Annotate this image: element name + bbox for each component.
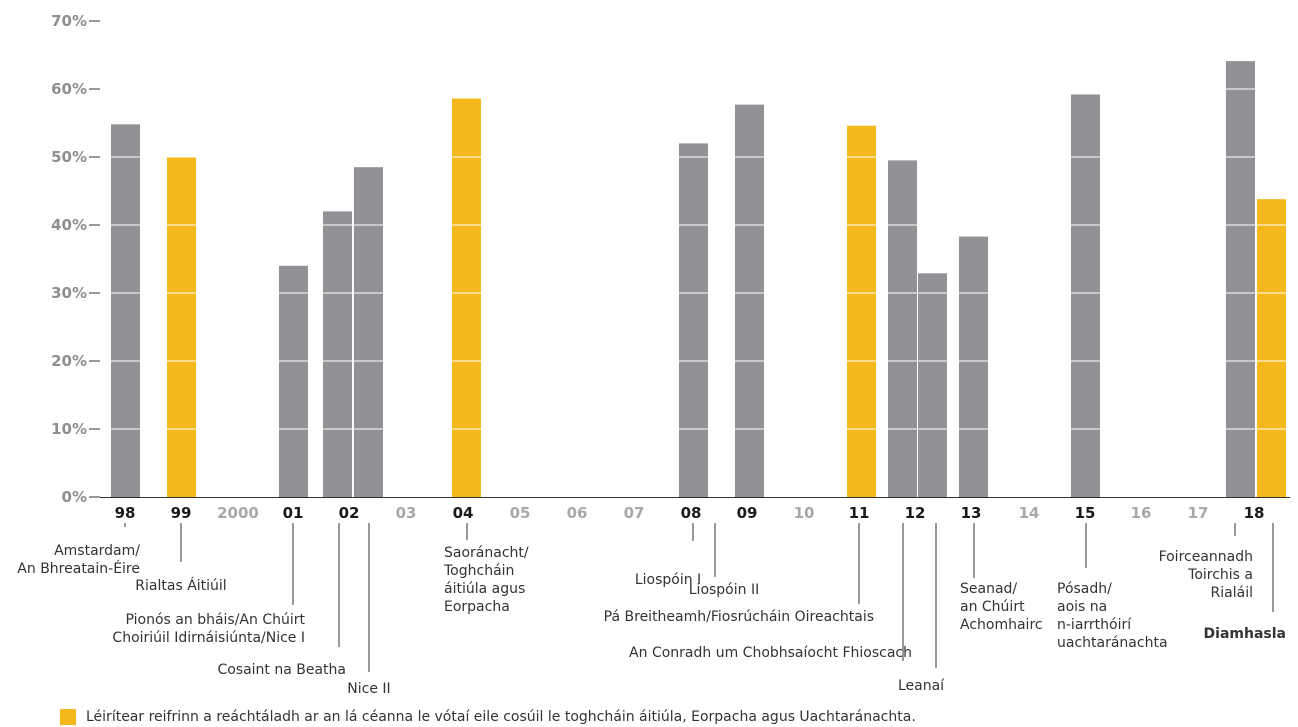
annotation-label: Pósadh/ bbox=[1057, 581, 1112, 597]
x-tick-label: 16 bbox=[1131, 504, 1152, 522]
bar-04-5 bbox=[452, 98, 481, 498]
annotation-label: Diamhasla bbox=[1204, 626, 1286, 642]
x-tick-label: 12 bbox=[905, 504, 926, 522]
x-tick-label: 11 bbox=[849, 504, 870, 522]
annotation-label: Nice II bbox=[347, 681, 390, 697]
x-tick-label: 02 bbox=[339, 504, 360, 522]
bar-11-8 bbox=[847, 125, 876, 497]
legend-label: Léirítear reifrinn a reáchtáladh ar an l… bbox=[86, 709, 916, 725]
x-tick-label: 15 bbox=[1075, 504, 1096, 522]
y-tick-label: 40% bbox=[51, 216, 87, 234]
x-tick-label: 04 bbox=[453, 504, 474, 522]
x-axis: 98 99 2000 01 02 03 04 05 06 07 08 09 10 11 12 13 14 15 16… bbox=[115, 504, 1265, 522]
annotation-label: Foirceannadh bbox=[1159, 549, 1253, 565]
x-tick-label: 08 bbox=[681, 504, 702, 522]
annotation-label: Toirchis a bbox=[1187, 567, 1253, 583]
y-tick-label: 50% bbox=[51, 148, 87, 166]
bar-15-12 bbox=[1071, 94, 1100, 497]
legend-swatch-yellow bbox=[60, 709, 76, 725]
bar-13-11 bbox=[959, 236, 988, 497]
x-tick-label: 99 bbox=[171, 504, 192, 522]
annotation-label: Rialtas Áitiúil bbox=[135, 577, 226, 594]
bar-02-3 bbox=[323, 211, 352, 497]
annotation-label: Toghcháin bbox=[443, 563, 514, 579]
y-tick-label: 0% bbox=[62, 488, 87, 506]
y-tick-label: 30% bbox=[51, 284, 87, 302]
x-tick-label: 10 bbox=[794, 504, 815, 522]
x-tick-label: 2000 bbox=[217, 504, 259, 522]
x-tick-label: 13 bbox=[961, 504, 982, 522]
x-tick-label: 18 bbox=[1244, 504, 1265, 522]
annotation-label: Liospóin I bbox=[635, 572, 701, 588]
annotation-label: Rialáil bbox=[1211, 585, 1253, 601]
x-tick-label: 06 bbox=[567, 504, 588, 522]
annotation-label: Cosaint na Beatha bbox=[217, 662, 346, 678]
bar-18-13 bbox=[1226, 61, 1255, 498]
y-tick-label: 20% bbox=[51, 352, 87, 370]
annotation-label: n-iarrthóirí bbox=[1057, 617, 1132, 633]
gridlines bbox=[100, 20, 1290, 498]
x-tick-label: 01 bbox=[283, 504, 304, 522]
bar-02-4 bbox=[354, 167, 383, 497]
annotation-label: aois na bbox=[1057, 599, 1107, 615]
x-tick-label: 17 bbox=[1188, 504, 1209, 522]
annotation-label: Liospóin II bbox=[689, 582, 759, 598]
y-tick-label: 60% bbox=[51, 80, 87, 98]
annotation-label: áitiúla agus bbox=[444, 581, 525, 597]
annotation-label: Pá Breitheamh/Fiosrúcháin Oireachtais bbox=[604, 609, 874, 625]
x-tick-label: 07 bbox=[624, 504, 645, 522]
y-tick-label: 10% bbox=[51, 420, 87, 438]
annotation-label: uachtaránachta bbox=[1057, 635, 1168, 651]
x-tick-label: 09 bbox=[737, 504, 758, 522]
bar-98-0 bbox=[111, 124, 140, 498]
bars-group bbox=[111, 61, 1286, 498]
bar-09-7 bbox=[735, 104, 764, 497]
annotation-label: an Chúirt bbox=[960, 599, 1025, 615]
annotation-label: Pionós an bháis/An Chúirt bbox=[126, 612, 306, 628]
annotation-label: Saoránacht/ bbox=[444, 545, 529, 561]
bar-18-14 bbox=[1257, 199, 1286, 497]
bar-99-1 bbox=[167, 157, 196, 497]
bar-12-10 bbox=[918, 273, 947, 497]
y-tick-label: 70% bbox=[51, 12, 87, 30]
bar-01-2 bbox=[279, 265, 308, 497]
x-tick-label: 98 bbox=[115, 504, 136, 522]
legend: Léirítear reifrinn a reáchtáladh ar an l… bbox=[60, 707, 916, 727]
x-tick-label: 14 bbox=[1019, 504, 1040, 522]
annotation-label: Choiriúil Idirnáisiúnta/Nice I bbox=[112, 630, 305, 646]
annotation-label: Leanaí bbox=[898, 678, 945, 694]
annotation-label: An Conradh um Chobhsaíocht Fhioscach bbox=[629, 645, 912, 661]
annotation-label: Achomhairc bbox=[960, 617, 1043, 633]
x-tick-label: 05 bbox=[510, 504, 531, 522]
annotation-label: Amstardam/ bbox=[54, 543, 140, 559]
y-axis: 0% 10% 20% 30% 40% 50% 60% 70% bbox=[51, 12, 100, 506]
annotation-label: Eorpacha bbox=[444, 599, 510, 615]
bar-12-9 bbox=[888, 160, 917, 497]
referendum-turnout-chart: 0% 10% 20% 30% 40% 50% 60% 70% 98 99 2000 01 02 03 04… bbox=[17, 12, 1290, 697]
bar-08-6 bbox=[679, 143, 708, 497]
x-tick-label: 03 bbox=[396, 504, 417, 522]
annotation-label: An Bhreatain-Éire bbox=[17, 560, 140, 577]
annotation-label: Seanad/ bbox=[960, 581, 1017, 597]
